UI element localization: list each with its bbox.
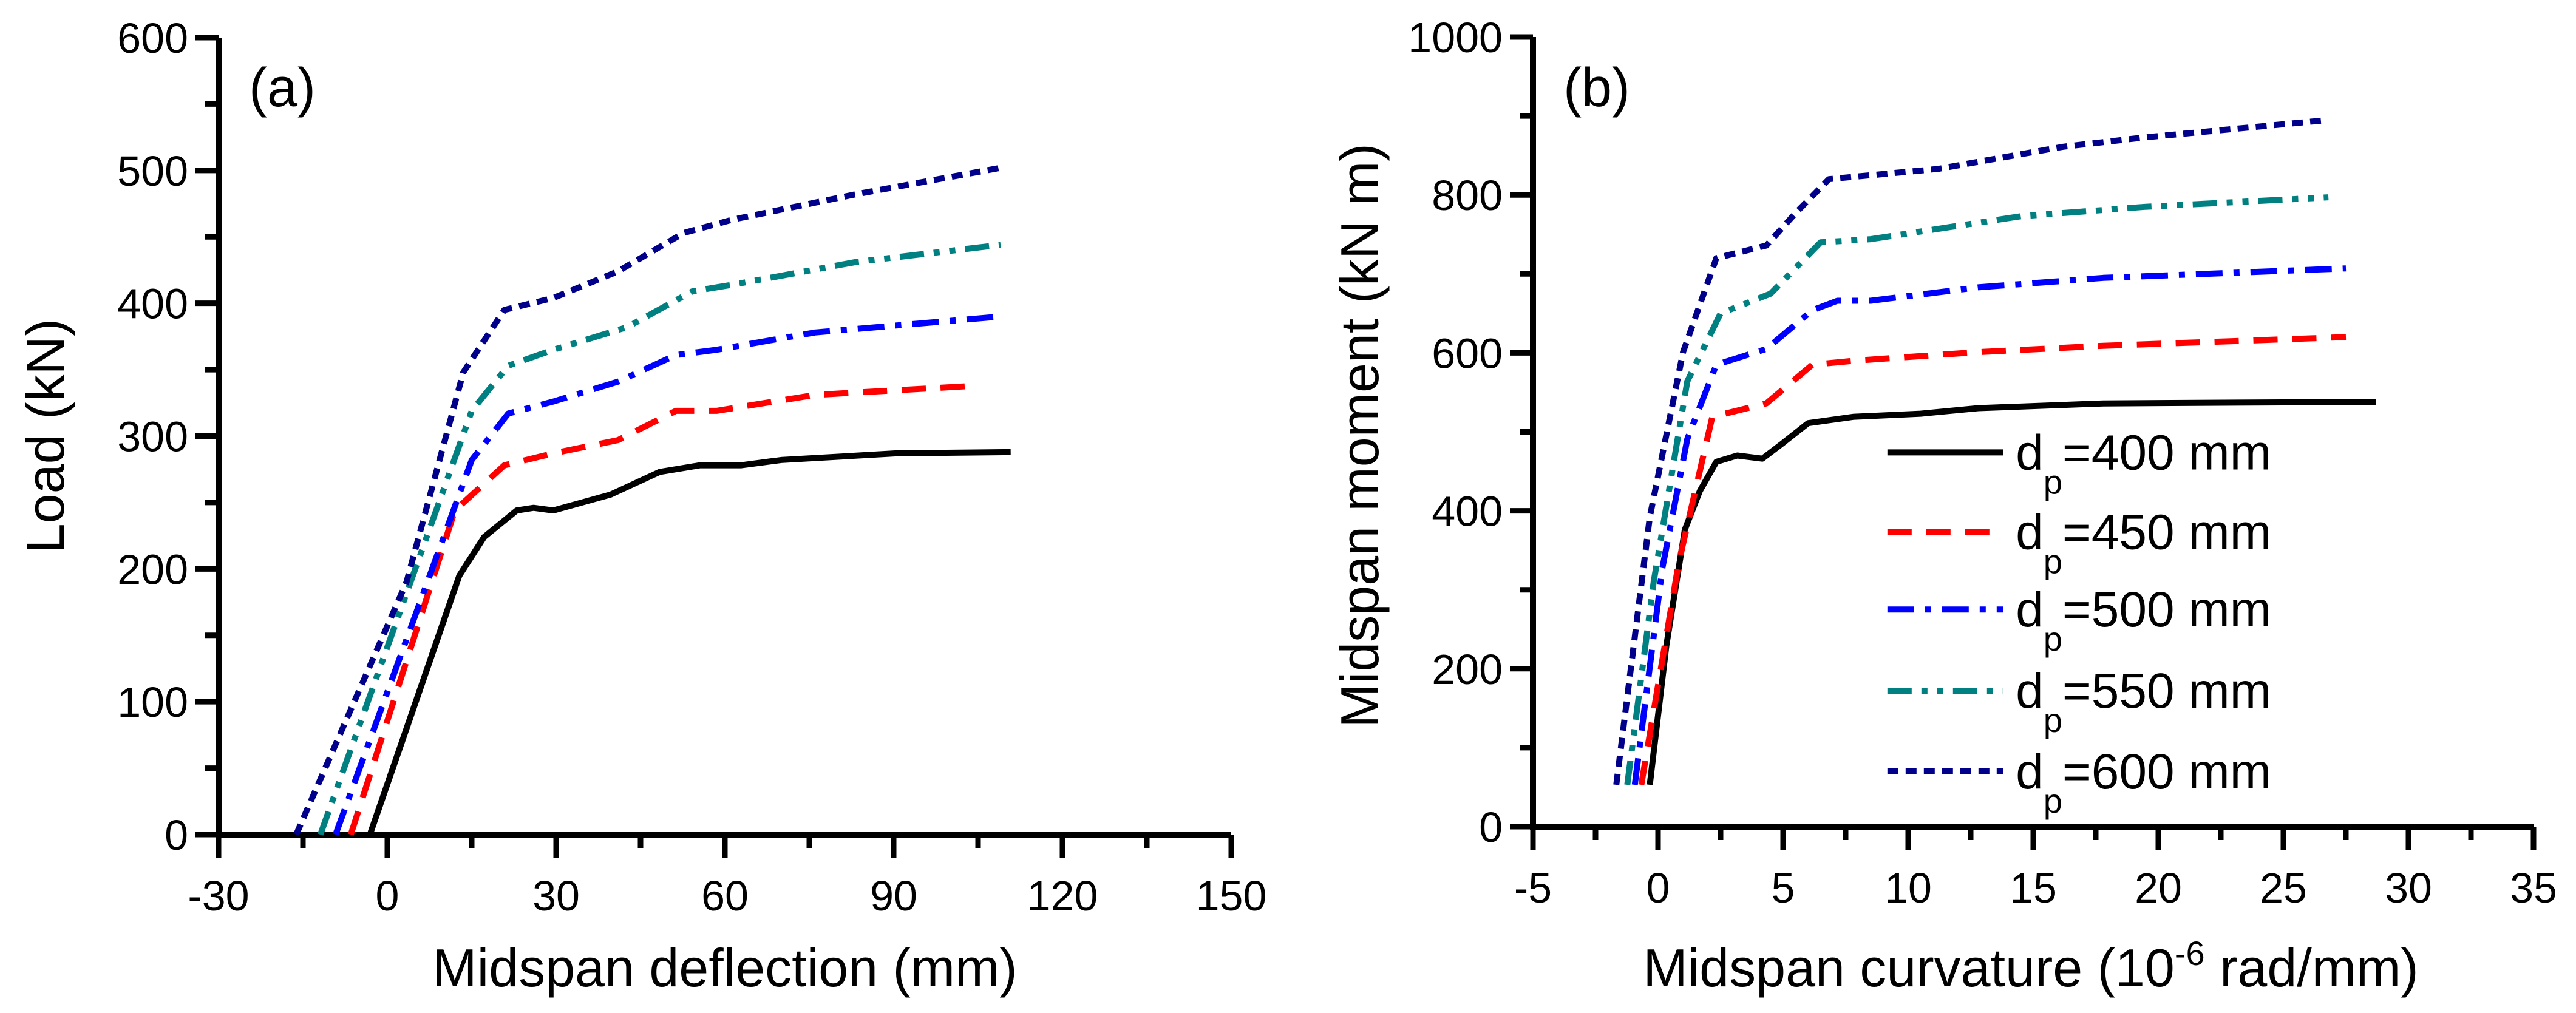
x-tick-label: 30	[532, 872, 580, 920]
x-axis-title-b-end: rad/mm)	[2205, 938, 2419, 998]
legend-item: dp=500 mm	[1887, 582, 2271, 658]
legend-label: dp=400 mm	[2016, 425, 2271, 501]
series-line-dp-600-mm	[293, 164, 1001, 836]
legend-label-prefix: d	[2016, 663, 2044, 719]
legend-label: dp=550 mm	[2016, 663, 2271, 739]
y-tick-label: 400	[117, 280, 188, 328]
legend-label-text: =600 mm	[2062, 744, 2271, 799]
y-axis-title-a: Load (kN)	[15, 319, 75, 553]
legend-label-sub: p	[2044, 701, 2062, 739]
x-tick-label: 30	[2385, 864, 2432, 912]
y-tick-label: 0	[1479, 804, 1503, 851]
legend-label-sub: p	[2044, 782, 2062, 820]
series-line-dp-550-mm	[1624, 194, 2329, 785]
legend-label-prefix: d	[2016, 425, 2044, 480]
x-tick-label: 0	[1647, 864, 1670, 912]
y-tick-label: 500	[117, 147, 188, 195]
x-axis-title-b-main: Midspan curvature (10	[1643, 938, 2175, 998]
legend-label-text: =450 mm	[2062, 505, 2271, 560]
series-line-dp-400-mm	[1647, 399, 2376, 785]
chart-panel-b: (b) Midspan curvature (10-6 rad/mm) Mids…	[1330, 14, 2557, 998]
y-tick-label: 200	[117, 546, 188, 593]
x-tick-label: 150	[1196, 872, 1267, 920]
y-tick-label: 600	[1432, 330, 1503, 377]
legend-label: dp=600 mm	[2016, 744, 2271, 820]
x-tick-label: 25	[2260, 864, 2307, 912]
x-tick-label: 120	[1027, 872, 1098, 920]
legend-item: dp=400 mm	[1887, 425, 2271, 501]
x-axis-title-b-sup: -6	[2175, 934, 2205, 972]
legend-label-text: =550 mm	[2062, 663, 2271, 719]
legend-label-prefix: d	[2016, 582, 2044, 637]
y-tick-label: 1000	[1408, 14, 1503, 61]
legend-label-sub: p	[2044, 462, 2062, 501]
x-tick-label: -5	[1514, 864, 1552, 912]
legend-label: dp=500 mm	[2016, 582, 2271, 658]
x-tick-label: 60	[701, 872, 749, 920]
y-tick-label: 600	[117, 15, 188, 62]
legend-item: dp=600 mm	[1887, 744, 2271, 820]
legend-label: dp=450 mm	[2016, 505, 2271, 581]
series-line-dp-400-mm	[367, 449, 1011, 836]
y-tick-label: 800	[1432, 172, 1503, 219]
y-tick-label: 100	[117, 679, 188, 726]
legend-label-prefix: d	[2016, 744, 2044, 799]
series-line-dp-550-mm	[317, 242, 1001, 836]
x-tick-label: 20	[2135, 864, 2182, 912]
legend-item: dp=450 mm	[1887, 505, 2271, 581]
y-tick-label: 0	[165, 811, 188, 859]
legend-label-sub: p	[2044, 620, 2062, 658]
y-axis-title-b: Midspan moment (kN m)	[1330, 143, 1390, 728]
chart-panel-a: (a) Midspan deflection (mm) Load (kN) -3…	[15, 15, 1266, 998]
series-line-dp-450-mm	[348, 382, 979, 836]
x-axis-title-a: Midspan deflection (mm)	[432, 938, 1017, 998]
x-tick-label: 90	[870, 872, 917, 920]
x-tick-label: 0	[376, 872, 399, 920]
panel-label-a: (a)	[249, 58, 316, 118]
legend-label-text: =500 mm	[2062, 582, 2271, 637]
x-axis-title-b: Midspan curvature (10-6 rad/mm)	[1643, 934, 2418, 998]
legend-label-sub: p	[2044, 543, 2062, 581]
panel-label-b: (b)	[1563, 58, 1630, 118]
x-tick-label: -30	[188, 872, 249, 920]
x-tick-label: 10	[1884, 864, 1932, 912]
series-line-dp-500-mm	[333, 313, 1001, 836]
legend-label-text: =400 mm	[2062, 425, 2271, 480]
y-tick-label: 400	[1432, 488, 1503, 535]
legend-label-prefix: d	[2016, 505, 2044, 560]
series-line-dp-450-mm	[1638, 334, 2347, 785]
series-line-dp-500-mm	[1631, 265, 2347, 785]
x-tick-label: 5	[1772, 864, 1795, 912]
x-tick-label: 35	[2510, 864, 2557, 912]
y-tick-label: 200	[1432, 646, 1503, 693]
x-tick-label: 15	[2010, 864, 2057, 912]
y-tick-label: 300	[117, 413, 188, 461]
legend-item: dp=550 mm	[1887, 663, 2271, 739]
